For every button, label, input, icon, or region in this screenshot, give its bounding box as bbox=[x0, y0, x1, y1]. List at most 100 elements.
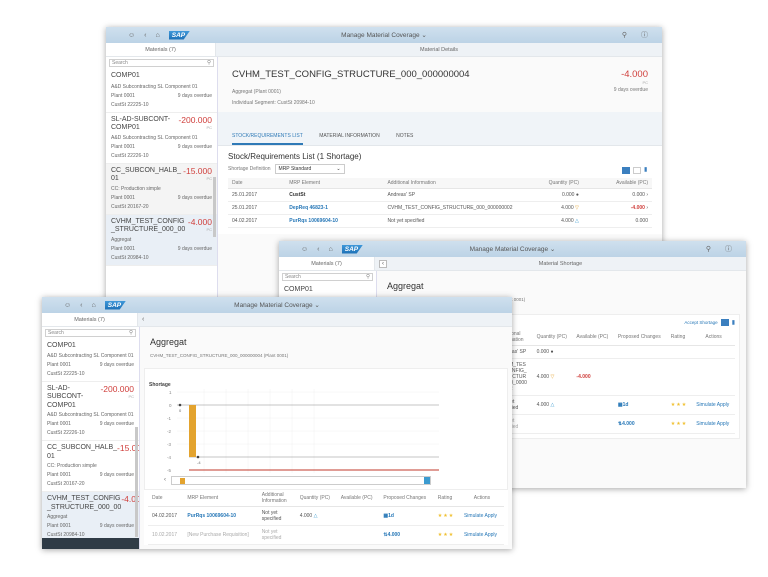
apply-button[interactable]: Apply bbox=[716, 421, 730, 427]
sub-header: Materials (7) Material Details bbox=[106, 43, 662, 57]
back-icon[interactable]: ‹ bbox=[144, 31, 147, 39]
sap-logo: SAP bbox=[341, 244, 364, 254]
app-title[interactable]: Manage Material Coverage bbox=[341, 32, 420, 39]
detail-header: ‹ Material Shortage bbox=[375, 257, 746, 270]
back-window: ☺ ‹ ⌂ SAP Manage Material Coverage ⌄ ⚲ ⓘ… bbox=[106, 27, 662, 307]
scroll-left-icon[interactable]: ‹ bbox=[164, 477, 166, 483]
sap-logo: SAP bbox=[168, 30, 191, 40]
split-view-icon[interactable] bbox=[633, 167, 641, 174]
detail-pane: CVHM_TEST_CONFIG_STRUCTURE_000_000000004… bbox=[218, 57, 662, 307]
search-icon: ⚲ bbox=[365, 274, 370, 280]
search-input[interactable]: Search ⚲ bbox=[109, 59, 214, 67]
home-icon[interactable]: ⌂ bbox=[91, 301, 96, 309]
user-icon[interactable]: ☺ bbox=[301, 245, 309, 253]
up-triangle-icon: △ bbox=[313, 513, 318, 519]
svg-text:0: 0 bbox=[179, 408, 182, 413]
detail-header: Material Details bbox=[420, 47, 458, 53]
back-icon[interactable]: ‹ bbox=[80, 301, 83, 309]
collapse-icon[interactable]: ‹ bbox=[142, 316, 145, 323]
chevron-down-icon[interactable]: ⌄ bbox=[421, 32, 427, 39]
user-icon[interactable]: ☺ bbox=[128, 31, 136, 39]
apply-button[interactable]: Apply bbox=[484, 513, 498, 519]
scrollbar[interactable] bbox=[213, 177, 216, 237]
search-icon[interactable]: ⚲ bbox=[621, 31, 627, 39]
shortage-title: Aggregat bbox=[387, 281, 424, 291]
list-item[interactable]: COMP01 A&D Subcontracting SL Component 0… bbox=[42, 339, 139, 382]
dot-icon: ● bbox=[575, 192, 579, 198]
shell-bar: ☺ ‹ ⌂ SAP Manage Material Coverage ⌄ ⚲ ⓘ bbox=[279, 241, 746, 257]
tab-stock-requirements[interactable]: STOCK/REQUIREMENTS LIST bbox=[232, 133, 303, 145]
list-item-selected[interactable]: CVHM_TEST_CONFIG_STRUCTURE_000_00-4.000P… bbox=[42, 492, 139, 543]
calendar-icon: ▦ bbox=[617, 402, 623, 408]
apply-button[interactable]: Apply bbox=[716, 402, 730, 408]
table-row[interactable]: 25.01.2017 CustSt Andreas' SP 0.000 ● 0.000 … bbox=[228, 188, 652, 202]
apply-button[interactable]: Apply bbox=[484, 532, 498, 538]
calendar-icon: ▦ bbox=[383, 513, 389, 519]
shortage-chart-panel: Shortage 1 0 -1 -2 -3 -4 -5 25 26 27 28 … bbox=[144, 368, 508, 490]
app-title[interactable]: Manage Material Coverage bbox=[234, 302, 313, 309]
mrp-element-link[interactable]: DepReq 46823-1 bbox=[285, 201, 384, 215]
rating-stars: ★★★ bbox=[666, 395, 693, 415]
master-list: Search⚲ COMP01 A&D Subcontracting SL Com… bbox=[42, 327, 140, 549]
shell-bar: ☺ ‹ ⌂ SAP Manage Material Coverage ⌄ bbox=[42, 297, 512, 313]
svg-text:1: 1 bbox=[169, 390, 172, 395]
simulate-button[interactable]: Simulate bbox=[463, 532, 484, 538]
rating-stars: ★★★ bbox=[433, 506, 460, 526]
simulate-button[interactable]: Simulate bbox=[696, 402, 716, 408]
svg-text:-2: -2 bbox=[167, 429, 171, 434]
shortage-chart-window: ☺ ‹ ⌂ SAP Manage Material Coverage ⌄ Mat… bbox=[42, 297, 512, 549]
mrp-element-link[interactable]: PurRqs 10069604-10 bbox=[285, 214, 384, 228]
collapse-icon[interactable]: ‹ bbox=[379, 260, 387, 268]
app-title[interactable]: Manage Material Coverage bbox=[469, 246, 549, 253]
list-title: Stock/Requirements List (1 Shortage) bbox=[228, 152, 362, 161]
shortage-definition-select[interactable]: MRP Standard ⌄ bbox=[274, 164, 345, 174]
accept-shortage-button[interactable]: Accept Shortage bbox=[684, 320, 718, 325]
search-icon: ⚲ bbox=[206, 60, 211, 66]
chevron-down-icon[interactable]: ⌄ bbox=[314, 302, 320, 309]
help-icon[interactable]: ⓘ bbox=[725, 245, 732, 253]
chart-range-slider[interactable]: ‹ bbox=[164, 476, 431, 485]
chart-view-icon[interactable]: ▮ bbox=[644, 167, 648, 173]
svg-text:-1: -1 bbox=[167, 416, 171, 421]
dot-icon: ● bbox=[550, 349, 554, 355]
svg-text:-3: -3 bbox=[167, 442, 171, 447]
simulate-button[interactable]: Simulate bbox=[463, 513, 484, 519]
user-icon[interactable]: ☺ bbox=[64, 301, 72, 309]
help-icon[interactable]: ⓘ bbox=[641, 31, 648, 39]
table-view-icon[interactable] bbox=[720, 319, 729, 326]
down-triangle-icon: ▽ bbox=[550, 374, 555, 380]
simulate-button[interactable]: Simulate bbox=[696, 421, 716, 427]
table-view-icon[interactable] bbox=[622, 167, 630, 174]
table-row[interactable]: 10.02.2017[New Purchase Requisition]Not … bbox=[148, 525, 504, 545]
chevron-down-icon[interactable]: ⌄ bbox=[549, 246, 556, 253]
home-icon[interactable]: ⌂ bbox=[155, 31, 160, 39]
down-triangle-icon: ▽ bbox=[575, 205, 579, 211]
footer-bar bbox=[42, 538, 139, 549]
home-icon[interactable]: ⌂ bbox=[328, 245, 333, 253]
sub-header: Materials (7) ‹ Material Shortage bbox=[279, 257, 746, 271]
list-item[interactable]: COMP01 A&D Subcontracting SL Component 0… bbox=[106, 69, 217, 113]
chevron-down-icon: ⌄ bbox=[336, 166, 341, 172]
search-input[interactable]: Search ⚲ bbox=[45, 329, 136, 337]
tab-material-information[interactable]: MATERIAL INFORMATION bbox=[319, 133, 380, 139]
scrollbar[interactable] bbox=[135, 427, 138, 537]
chart-view-icon[interactable]: ▮ bbox=[731, 320, 735, 326]
tab-notes[interactable]: NOTES bbox=[396, 133, 414, 139]
shortage-chart[interactable]: 1 0 -1 -2 -3 -4 -5 25 26 27 28 29 30 31 bbox=[149, 381, 439, 491]
svg-text:0: 0 bbox=[169, 403, 172, 408]
back-icon[interactable]: ‹ bbox=[317, 245, 320, 253]
mrp-element-link[interactable]: PurRqs 10069604-10 bbox=[183, 506, 258, 526]
search-icon[interactable]: ⚲ bbox=[705, 245, 711, 253]
svg-text:-5: -5 bbox=[167, 468, 171, 473]
search-input[interactable]: Search ⚲ bbox=[282, 273, 373, 281]
master-list: Search⚲ COMP01 A&D Subcontracting SL Com… bbox=[106, 57, 218, 307]
